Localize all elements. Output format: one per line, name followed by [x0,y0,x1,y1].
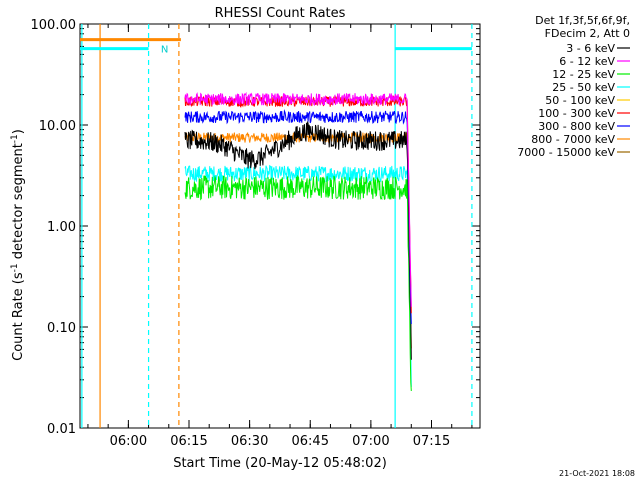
y-tick-label: 1.00 [47,220,76,235]
series-line [184,91,412,307]
chart-title: RHESSI Count Rates [215,6,346,21]
y-tick-label: 0.10 [47,321,76,336]
legend-header-line2: FDecim 2, Att 0 [545,27,630,40]
legend-entry-label: 800 - 7000 keV [531,133,615,146]
x-tick-label: 06:45 [292,434,329,449]
y-axis-label: Count Rate (s-1 detector segment-1) [10,129,26,361]
plot-frame [79,23,481,429]
y-tick-label: 10.00 [39,119,76,134]
footer-timestamp: 21-Oct-2021 18:08 [559,469,635,478]
y-label-end: ) [11,129,26,134]
night-label: N [161,45,168,56]
legend-entry-label: 12 - 25 keV [552,68,615,81]
y-label-mid: detector segment [11,143,26,263]
svg-text:Count Rate (s-1 detector segme: Count Rate (s-1 detector segment-1) [10,129,26,361]
legend-header-line1: Det 1f,3f,5f,6f,9f, [535,14,630,27]
series-line [184,94,412,314]
legend-entry-label: 50 - 100 keV [545,94,615,107]
series-line [184,174,412,392]
legend-entry-label: 25 - 50 keV [552,81,615,94]
y-tick-label: 100.00 [31,18,77,33]
y-label-sup2: -1 [10,134,20,143]
y-tick-label: 0.01 [47,422,76,437]
y-label-sup1: -1 [10,263,20,272]
series-line [184,164,412,387]
series-line [184,121,412,360]
series-line [184,131,412,349]
legend: Det 1f,3f,5f,6f,9f, FDecim 2, Att 0 3 - … [517,14,630,159]
x-tick-label: 06:15 [170,434,207,449]
x-tick-label: 07:00 [352,434,389,449]
plot-area: 100.00 10.00 1.00 0.10 0.01 06:00 06:15 06:30 06… [31,18,481,449]
legend-entry-label: 100 - 300 keV [538,107,615,120]
legend-entry-label: 300 - 800 keV [538,120,615,133]
x-axis-label: Start Time (20-May-12 05:48:02) [173,456,387,471]
x-tick-label: 06:00 [110,434,147,449]
legend-entry-label: 3 - 6 keV [566,42,615,55]
legend-entry-label: 7000 - 15000 keV [517,146,615,159]
x-tick-label: 07:15 [413,434,450,449]
y-label-main: Count Rate (s [11,272,26,361]
x-tick-label: 06:30 [231,434,268,449]
legend-entry-label: 6 - 12 keV [559,55,615,68]
series-line [184,109,412,325]
